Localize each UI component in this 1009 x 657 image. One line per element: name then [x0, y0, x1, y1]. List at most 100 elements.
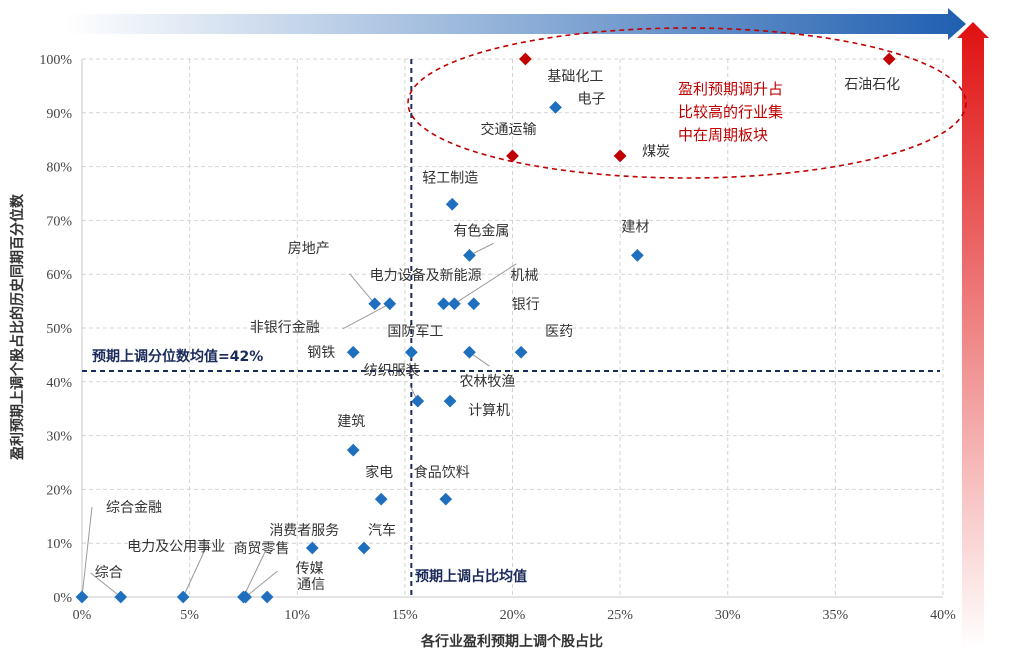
data-point [467, 297, 481, 311]
label-leader [90, 572, 122, 598]
data-point [630, 249, 644, 262]
x-tick-label: 35% [823, 608, 849, 623]
data-point [463, 249, 476, 262]
mean-x-annotation: 预期上调占比均值 [415, 568, 527, 585]
point-label: 综合 [95, 565, 123, 581]
y-tick-label: 50% [46, 322, 72, 337]
data-point [443, 394, 457, 408]
y-tick-label: 100% [39, 53, 72, 68]
data-point [404, 345, 418, 359]
point-label: 煤炭 [642, 144, 670, 160]
data-point [239, 590, 252, 604]
x-tick-label: 15% [392, 608, 418, 623]
point-label: 有色金属 [453, 222, 509, 239]
y-axis-title: 盈利预期上调个股占比的历史同期百分位数 [9, 193, 26, 461]
data-point [346, 345, 360, 359]
point-label: 建材 [621, 219, 649, 235]
horizontal-gradient-arrow [65, 8, 966, 40]
data-point [411, 394, 425, 408]
x-axis-title: 各行业盈利预期上调个股占比 [420, 633, 603, 650]
data-point [114, 590, 128, 604]
x-tick-label: 20% [500, 608, 526, 623]
data-point [75, 590, 89, 604]
y-tick-label: 80% [46, 161, 72, 176]
point-label: 房地产 [288, 241, 330, 257]
y-tick-label: 60% [46, 268, 72, 283]
data-point [882, 52, 896, 66]
cycle-sector-ellipse [407, 27, 967, 179]
data-point [357, 541, 371, 555]
point-label: 石油石化 [844, 77, 900, 93]
data-point [463, 345, 476, 359]
note-line-3: 中在周期板块 [678, 126, 768, 144]
x-tick-label: 30% [715, 608, 741, 623]
data-point [383, 297, 397, 311]
point-label: 纺织服装 [364, 363, 420, 379]
y-tick-label: 30% [46, 430, 72, 445]
point-label: 计算机 [468, 403, 510, 419]
label-leader [342, 303, 391, 330]
point-label: 电力及公用事业 [127, 539, 225, 555]
point-label: 交通运输 [481, 121, 537, 138]
vertical-gradient-arrow [957, 22, 989, 650]
point-label: 农林牧渔 [459, 374, 515, 390]
point-label: 传媒 [296, 561, 324, 577]
point-label: 通信 [297, 577, 325, 593]
note-line-2: 比较高的行业集 [678, 103, 783, 121]
data-point [448, 297, 461, 311]
point-label: 消费者服务 [269, 523, 339, 539]
point-label: 非银行金融 [250, 320, 320, 336]
data-point [437, 297, 450, 311]
point-label: 建筑 [337, 414, 365, 430]
x-tick-label: 5% [180, 608, 199, 623]
point-label: 机械 [510, 268, 538, 284]
point-label: 轻工制造 [422, 170, 478, 186]
point-label: 汽车 [368, 522, 396, 539]
x-tick-label: 25% [607, 608, 633, 623]
x-tick-labels: 0% 5% 10% 15% 20% 25% 30% 35% 40% [73, 608, 957, 623]
point-label: 电子 [578, 91, 606, 107]
point-label: 医药 [545, 324, 573, 340]
point-label: 钢铁 [307, 345, 335, 361]
x-tick-label: 10% [284, 608, 310, 623]
x-tick-label: 0% [73, 608, 92, 623]
point-label: 商贸零售 [233, 541, 289, 557]
label-leaders [81, 242, 517, 598]
point-label: 银行 [512, 297, 540, 313]
y-tick-label: 90% [46, 107, 72, 122]
data-point [439, 492, 453, 506]
y-tick-label: 0% [53, 591, 72, 606]
y-tick-labels: 0% 10% 20% 30% 40% 50% 60% 70% 80% 90% 100% [39, 53, 72, 606]
note-line-1: 盈利预期调升占 [678, 80, 783, 98]
label-leader [245, 570, 278, 598]
label-leader [81, 506, 93, 598]
data-point [445, 197, 459, 211]
point-label: 食品饮料 [414, 464, 470, 481]
grid [81, 58, 944, 598]
data-point [346, 443, 360, 457]
label-leader [454, 263, 517, 305]
point-label: 综合金融 [106, 500, 162, 516]
data-point [260, 590, 274, 604]
label-leader [182, 544, 208, 598]
point-label: 基础化工 [547, 68, 603, 85]
data-point [374, 492, 388, 506]
y-tick-label: 70% [46, 214, 72, 229]
data-point [519, 52, 532, 66]
point-label: 家电 [365, 464, 393, 481]
mean-y-annotation: 预期上调分位数均值=42% [92, 348, 263, 365]
data-point [176, 590, 190, 604]
point-label: 国防军工 [387, 324, 443, 340]
data-point [514, 345, 528, 359]
y-tick-label: 20% [46, 483, 72, 498]
y-tick-label: 10% [46, 537, 72, 552]
data-point [613, 149, 627, 163]
label-leader [242, 550, 266, 598]
x-tick-label: 40% [930, 608, 956, 623]
label-leader [349, 273, 376, 305]
point-label: 电力设备及新能源 [370, 267, 482, 284]
data-point [368, 297, 382, 311]
data-point [549, 101, 562, 114]
